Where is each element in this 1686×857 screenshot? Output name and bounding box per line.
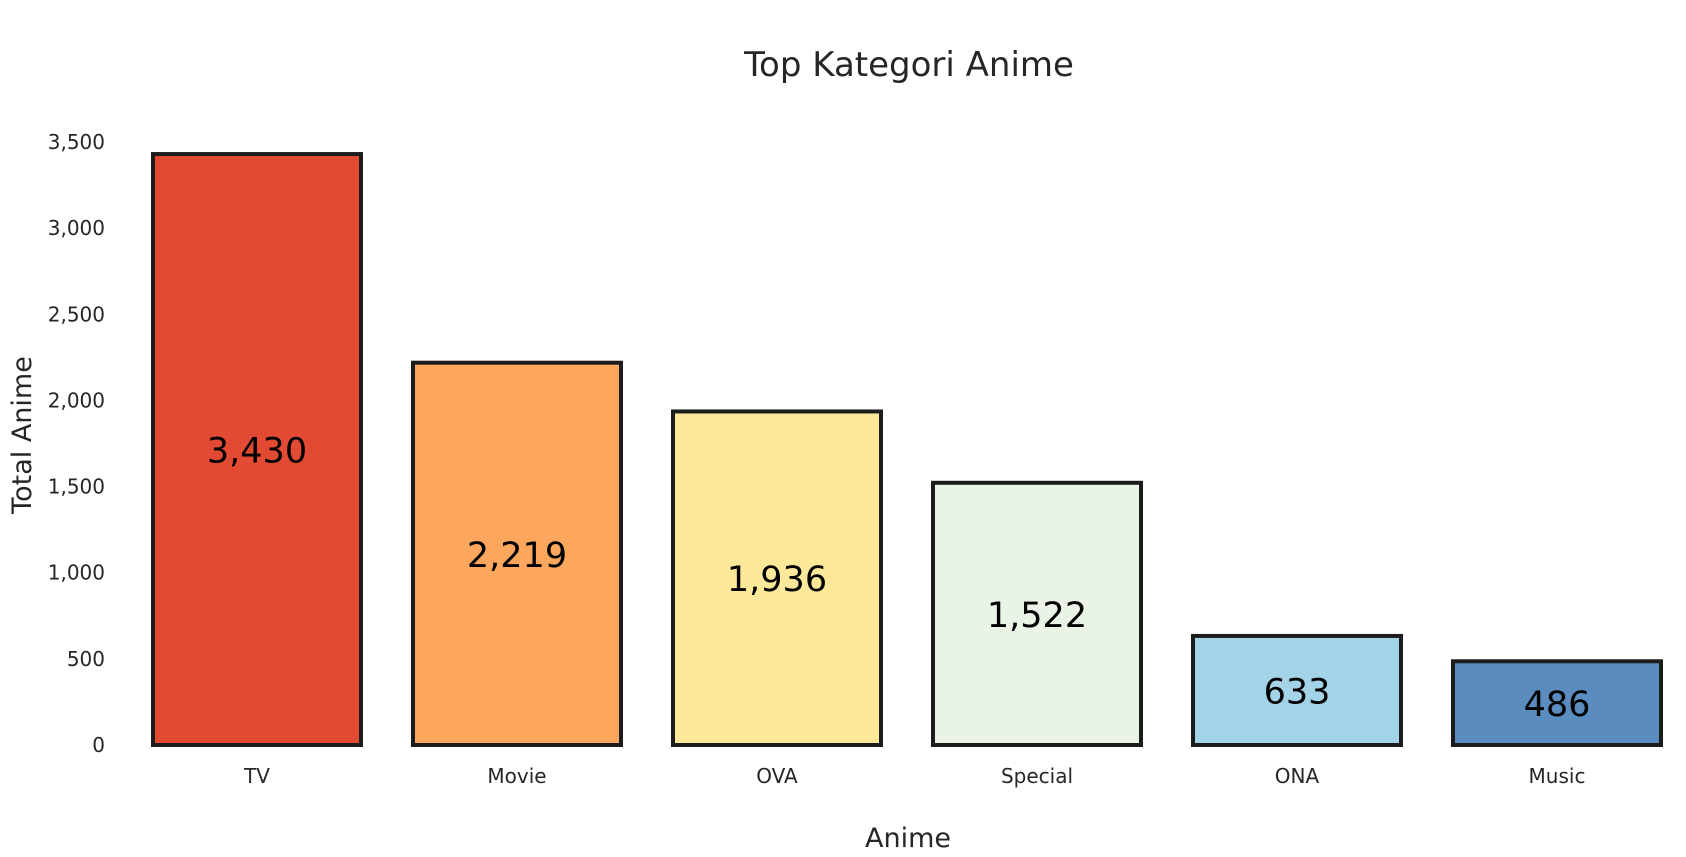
x-tick-label: Special — [1001, 764, 1073, 788]
y-tick-label: 3,500 — [48, 130, 105, 154]
bar-value-label: 3,430 — [207, 432, 307, 472]
bar-value-label: 1,936 — [727, 560, 827, 600]
x-tick-label: Movie — [487, 764, 546, 788]
y-tick-label: 1,000 — [48, 561, 105, 585]
chart-title: Top Kategori Anime — [743, 45, 1074, 85]
bars: 3,430 2,219 1,936 1,522 633 486 — [151, 152, 1663, 748]
bar-music — [1451, 659, 1663, 748]
y-tick-label: 1,500 — [48, 475, 105, 499]
bar-value-label: 1,522 — [987, 596, 1087, 636]
x-tick-label: Music — [1529, 764, 1586, 788]
y-tick-label: 2,500 — [48, 302, 105, 326]
bar-ova — [671, 409, 883, 747]
y-tick-label: 500 — [67, 647, 105, 671]
bar-value-label: 633 — [1264, 672, 1331, 712]
y-tick-label: 2,000 — [48, 388, 105, 412]
y-tick-label: 0 — [92, 733, 105, 757]
x-axis-label: Anime — [865, 823, 951, 854]
bar-value-label: 2,219 — [467, 536, 567, 576]
bar-tv — [151, 152, 363, 747]
x-tick-label: TV — [243, 764, 270, 788]
bar-movie — [411, 360, 623, 747]
x-tick-label: ONA — [1275, 764, 1320, 788]
bar-ona — [1191, 633, 1403, 747]
y-tick-labels: 0 500 1,000 1,500 2,000 2,500 3,000 3,500 — [48, 130, 105, 757]
y-tick-label: 3,000 — [48, 216, 105, 240]
x-tick-label: OVA — [756, 764, 798, 788]
bar-value-label: 486 — [1524, 685, 1591, 725]
bar-special — [931, 480, 1143, 747]
x-tick-labels: TV Movie OVA Special ONA Music — [243, 764, 1585, 788]
y-axis-label: Total Anime — [7, 356, 38, 515]
